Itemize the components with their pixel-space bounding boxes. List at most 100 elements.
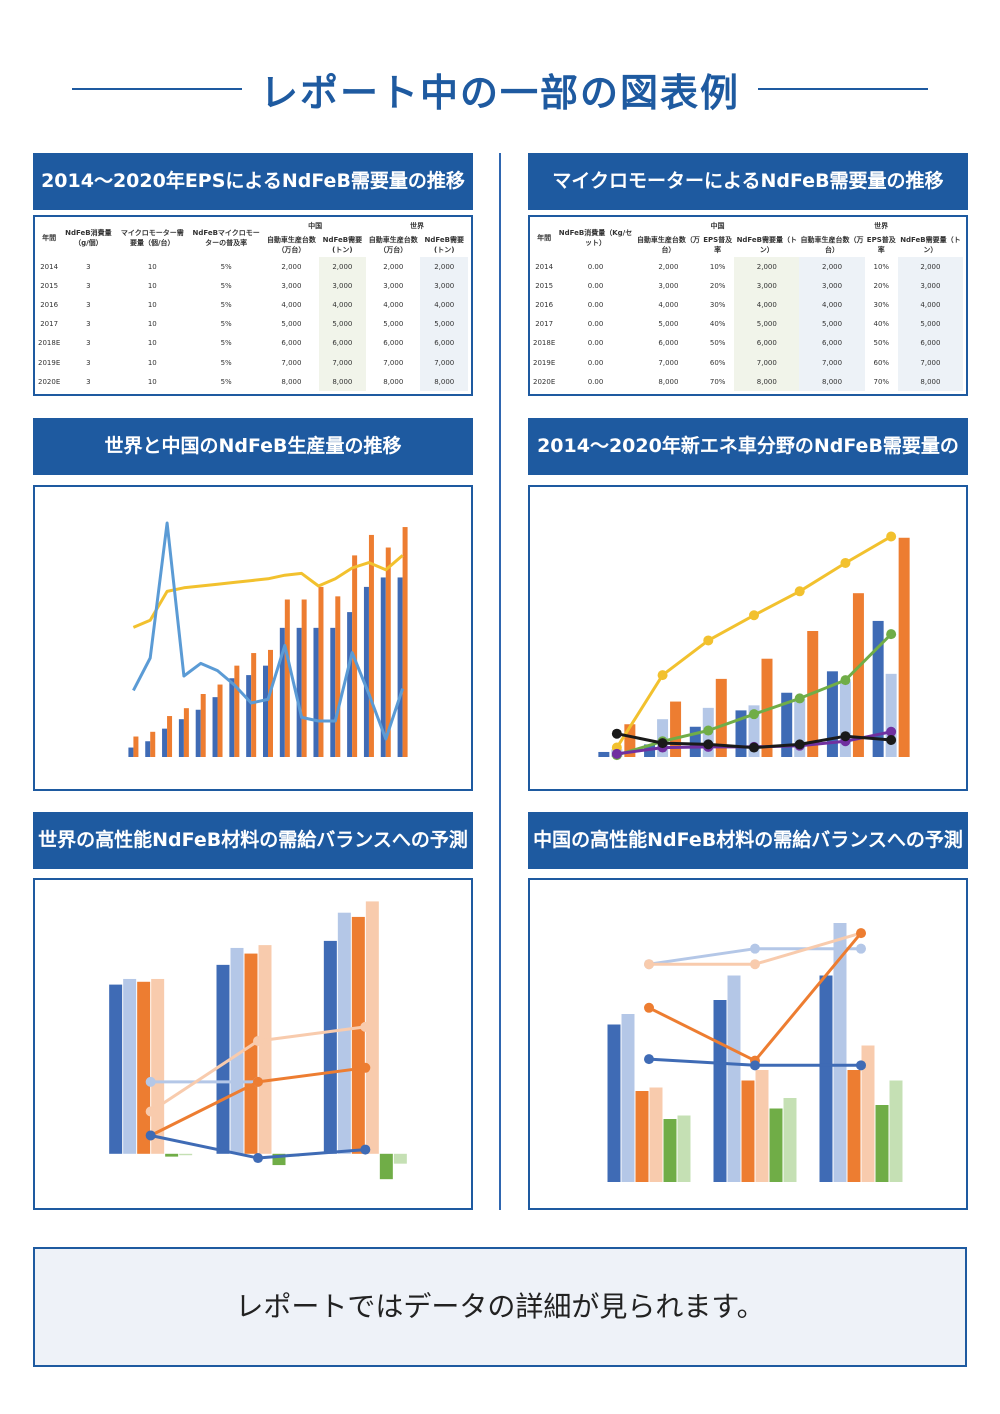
bar — [748, 705, 760, 757]
panel-title-nev-demand: 2014～2020年新エネ車分野のNdFeB需要量の推移 — [528, 418, 968, 514]
table-cell: 5,000 — [318, 314, 367, 334]
th: 自動車生産台数（万台） — [799, 233, 865, 257]
table-cell: 3,000 — [281, 281, 302, 290]
bar — [323, 940, 337, 1154]
table-cell: 2,000 — [420, 257, 468, 277]
chart-world-balance-box — [33, 878, 473, 1210]
bar — [649, 1087, 663, 1182]
bar — [826, 671, 838, 757]
table-cell: 2,000 — [658, 262, 679, 271]
table-cell: 10% — [873, 262, 890, 271]
bar — [393, 1153, 407, 1164]
table-cell: 5,000 — [281, 320, 302, 329]
bar — [727, 975, 741, 1182]
bar — [885, 673, 897, 757]
table-row: 2019E 0.00 7,000 60% 7,000 7,000 60% 7,000 — [533, 352, 963, 373]
line-point — [145, 1130, 156, 1141]
th: NdFeB需要量（トン） — [734, 233, 800, 257]
th: NdFeB需要(トン) — [420, 233, 468, 257]
line-point — [611, 728, 622, 739]
th: 自動車生産台数（万台） — [366, 233, 421, 257]
table-cell: 6,000 — [897, 333, 963, 353]
bar — [677, 1115, 691, 1182]
th: NdFeB需要(トン) — [318, 233, 367, 257]
table-cell: 2,000 — [734, 257, 800, 277]
bar — [607, 1024, 621, 1182]
th: NdFeB消費量（Kg/セット） — [555, 219, 636, 257]
table-cell: 2,000 — [318, 257, 367, 277]
table-cell: 7,000 — [383, 358, 404, 367]
table-cell: 8,000 — [281, 377, 302, 386]
table-cell: 10 — [147, 339, 157, 348]
bar — [397, 577, 403, 757]
line-point — [145, 1076, 156, 1087]
title-area: レポート中の一部の図表例 — [0, 58, 1000, 118]
bar — [402, 527, 408, 757]
bar — [365, 901, 379, 1154]
line-point — [840, 557, 851, 568]
line-point — [611, 748, 622, 759]
th: NdFeB消費量（g/個） — [60, 219, 117, 257]
table-cell: 30% — [709, 300, 726, 309]
table-cell: 6,000 — [318, 333, 367, 353]
chart-china-balance — [607, 923, 903, 1182]
table-cell: 5,000 — [799, 314, 865, 334]
bar — [268, 649, 273, 757]
table-cell: 5,000 — [383, 320, 404, 329]
line-point — [644, 1054, 654, 1065]
table-cell: 8,000 — [420, 372, 468, 392]
table-cell: 5% — [220, 377, 232, 386]
table-cell: 3,000 — [799, 276, 865, 296]
table-cell: 30% — [873, 300, 890, 309]
bar — [296, 627, 302, 757]
panel-title-world-balance: 世界の高性能NdFeB材料の需給バランスへの予測 — [33, 812, 473, 869]
bar — [861, 1045, 875, 1182]
chart-world-balance — [109, 901, 407, 1180]
bar — [819, 975, 833, 1182]
th: NdFeBマイクロモーターの普及率 — [188, 219, 265, 257]
bar — [624, 724, 636, 757]
line-point — [360, 1021, 371, 1032]
table-cell: 4,000 — [897, 295, 963, 315]
th-group-world: 世界 — [366, 219, 468, 233]
table-cell: 0.00 — [587, 281, 604, 290]
bar — [385, 547, 391, 757]
table-cell: 10 — [147, 377, 157, 386]
bar — [123, 978, 137, 1154]
table-cell: 2020E — [38, 377, 61, 386]
table1-box: 年間 NdFeB消費量（g/個） マイクロモーター需要量（個/台） NdFeBマ… — [33, 215, 473, 396]
table-cell: 5% — [220, 320, 232, 329]
table-cell: 6,000 — [281, 339, 302, 348]
line-point — [253, 1076, 263, 1087]
table-cell: 4,000 — [420, 295, 468, 315]
table2-box: 年間 NdFeB消費量（Kg/セット） 中国 世界 自動車生産台数（万台） EP… — [528, 215, 968, 396]
table-cell: 20% — [873, 281, 890, 290]
table-cell: 2018E — [38, 339, 61, 348]
bar — [363, 586, 369, 757]
bar — [833, 923, 847, 1182]
chart-production-box — [33, 485, 473, 791]
table-cell: 0.00 — [587, 262, 604, 271]
bar — [145, 741, 151, 757]
table-cell: 10 — [147, 281, 157, 290]
bar — [872, 620, 884, 757]
bar — [133, 736, 139, 757]
bar — [128, 747, 134, 757]
bar — [670, 701, 682, 757]
line-point — [360, 1144, 371, 1155]
bar — [663, 1119, 677, 1182]
bar — [230, 947, 244, 1154]
bar — [794, 699, 806, 757]
table-cell: 3,000 — [420, 276, 468, 296]
table-cell: 8,000 — [383, 377, 404, 386]
bar — [234, 665, 240, 757]
bar — [735, 710, 747, 757]
table2: 年間 NdFeB消費量（Kg/セット） 中国 世界 自動車生産台数（万台） EP… — [533, 219, 963, 392]
line-point — [794, 693, 805, 704]
line-point — [794, 739, 805, 750]
table-cell: 2014 — [40, 262, 59, 271]
bar — [195, 709, 201, 757]
line-point — [253, 1036, 263, 1046]
table-cell: 5% — [220, 339, 232, 348]
line-point — [749, 610, 759, 621]
